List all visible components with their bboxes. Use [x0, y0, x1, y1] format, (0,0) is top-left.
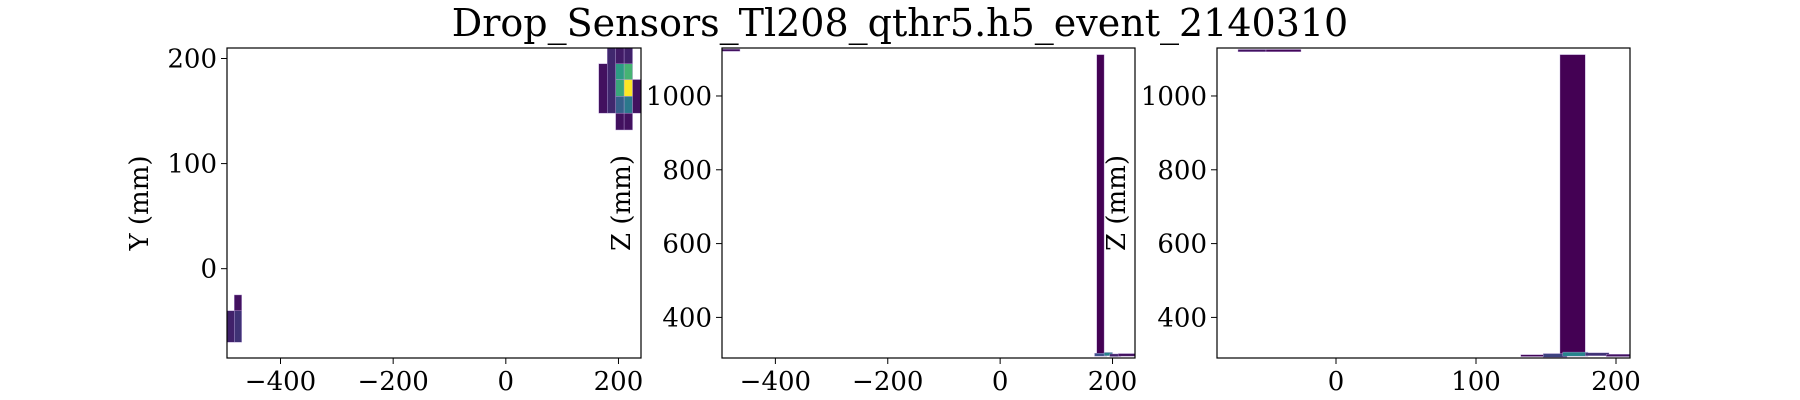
axes-frame — [721, 47, 1136, 359]
y-tick-label: 400 — [1157, 303, 1207, 333]
heatmap-cell — [615, 63, 625, 80]
y-tick-label: 800 — [662, 156, 712, 186]
heatmap-cells — [1237, 49, 1630, 358]
heatmap-cell — [234, 294, 242, 311]
heatmap-cell — [623, 96, 633, 114]
y-tick-label: 600 — [662, 230, 712, 260]
heatmap-cell — [623, 112, 633, 131]
xz-heatmap-panel: −400 −200 0 200 400 600 800 1000 Z (mm) — [607, 47, 1138, 397]
x-tick-label: −200 — [852, 367, 923, 397]
x-tick-label: 200 — [594, 367, 644, 397]
heatmap-cell — [623, 48, 633, 64]
heatmap-cell — [623, 63, 633, 80]
x-tick-label: 0 — [1328, 367, 1345, 397]
heatmap-cell — [615, 96, 625, 114]
heatmap-cell — [623, 79, 633, 97]
xy-heatmap-panel: −400 −200 0 200 0 100 200 Y (mm) — [125, 45, 643, 397]
heatmap-cell — [615, 48, 625, 64]
x-tick-label: 200 — [1088, 367, 1138, 397]
heatmap-cells — [722, 48, 1135, 357]
x-tick-label: 100 — [1451, 367, 1501, 397]
heatmap-cell — [1605, 354, 1630, 357]
x-tick-label: −400 — [245, 367, 316, 397]
heatmap-cell — [632, 79, 641, 114]
y-tick-label: 1000 — [646, 82, 712, 112]
heatmap-cell — [227, 310, 235, 343]
y-axis-label: Z (mm) — [607, 155, 637, 251]
heatmap-cell — [615, 79, 625, 97]
y-tick-label: 800 — [1157, 156, 1207, 186]
axes-frame — [226, 47, 642, 359]
y-axis-label: Y (mm) — [125, 155, 155, 251]
x-tick-label: −200 — [357, 367, 428, 397]
heatmap-cells — [227, 48, 641, 343]
heatmap-cell — [1117, 353, 1135, 357]
x-tick-label: 200 — [1591, 367, 1641, 397]
y-tick-label: 200 — [167, 45, 217, 75]
y-tick-label: 400 — [662, 303, 712, 333]
heatmap-cell — [1559, 54, 1586, 355]
x-tick-label: 0 — [992, 367, 1009, 397]
y-axis-label: Z (mm) — [1102, 155, 1132, 251]
y-tick-label: 0 — [200, 255, 217, 285]
heatmap-cell — [598, 63, 608, 114]
y-tick-label: 1000 — [1141, 82, 1207, 112]
heatmap-cell — [607, 48, 616, 114]
heatmap-cell — [1520, 354, 1547, 357]
axes-frame — [1216, 47, 1631, 359]
x-tick-label: −400 — [740, 367, 811, 397]
heatmap-cell — [722, 48, 741, 52]
heatmap-cell — [615, 112, 625, 131]
heatmap-cell — [234, 310, 242, 343]
y-tick-label: 100 — [167, 150, 217, 180]
y-tick-label: 600 — [1157, 230, 1207, 260]
heatmap-cell — [1237, 49, 1267, 52]
heatmap-cell — [1562, 351, 1589, 357]
figure-title: Drop_Sensors_Tl208_qthr5.h5_event_214031… — [452, 1, 1348, 46]
heatmap-cell — [1584, 352, 1610, 356]
yz-heatmap-panel: 0 100 200 400 600 800 1000 Z (mm) — [1102, 47, 1641, 397]
heatmap-cell — [1265, 49, 1302, 52]
x-tick-label: 0 — [498, 367, 515, 397]
